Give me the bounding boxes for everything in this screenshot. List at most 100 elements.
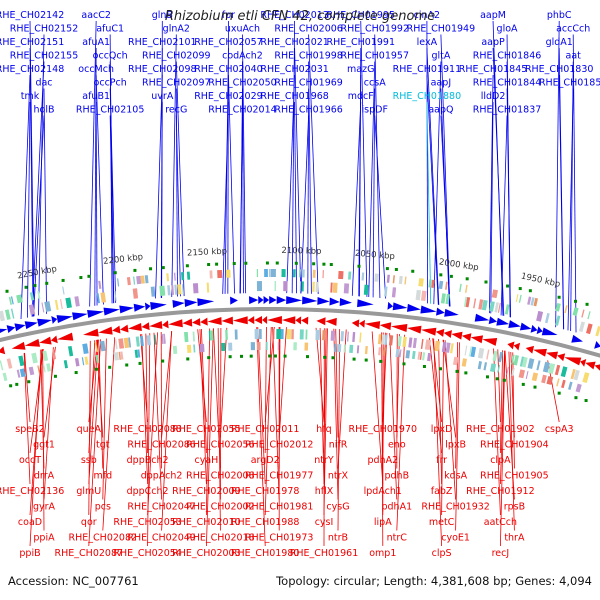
gene-label: cinA2 — [414, 10, 440, 21]
gene-leader-line — [257, 327, 266, 485]
gene-label: RHE_CH01995 — [327, 10, 396, 21]
gene-leader-line — [29, 349, 42, 547]
gene-label: aatCch — [484, 517, 517, 528]
gene-label: cyoE1 — [441, 533, 470, 544]
gene-leader-line — [161, 331, 172, 531]
gene-label: RHE_CH02142 — [0, 10, 64, 21]
gene-label: lpdAch1 — [364, 486, 402, 497]
gene-label: RHE_CH02009 — [172, 486, 241, 497]
gene-label: ntrX — [328, 471, 349, 482]
scale-label: 2150 kbp — [187, 247, 228, 259]
gene-leader-line — [239, 115, 243, 294]
gene-label: RHE_CH01973 — [245, 533, 314, 544]
gene-label: holB — [34, 105, 55, 116]
gene-label: RHE_CH02088 — [113, 424, 182, 435]
gene-label: occMch — [78, 64, 114, 75]
gene-leader-line — [319, 328, 325, 485]
gene-label: kdsA — [444, 471, 467, 482]
forward-feature-track — [0, 281, 600, 337]
gene-label: clpA — [490, 455, 511, 466]
gene-label: aapQ — [428, 105, 453, 116]
gene-label: gltA — [431, 51, 450, 62]
gene-leader-line — [500, 350, 504, 454]
gene-label: aapM — [480, 10, 506, 21]
gene-label: pcs — [95, 502, 111, 513]
gene-label: gloA — [497, 24, 518, 35]
gene-label: aapJ — [431, 78, 451, 89]
gene-label: frr — [436, 455, 447, 466]
gene-label: RHE_CH01846 — [473, 51, 542, 62]
gene-label: pdhA2 — [367, 455, 398, 466]
gene-label: RHE_CH01912 — [466, 486, 535, 497]
gene-label: RHE_CH01902 — [466, 424, 535, 435]
gene-leader-line — [351, 101, 362, 296]
gene-leader-line — [558, 74, 564, 330]
gene-label: coaD — [18, 517, 42, 528]
gene-label: RHE_CH01978 — [231, 486, 300, 497]
gene-leader-line — [88, 339, 98, 423]
gene-label: afuA1 — [82, 37, 110, 48]
gene-label: RHE_CH02097 — [142, 78, 211, 89]
gene-label: RHE_CH01966 — [274, 105, 343, 116]
gene-label: codAch2 — [222, 51, 263, 62]
gene-label: afuB1 — [82, 91, 110, 102]
gene-label: RHE_CH01844 — [473, 78, 542, 89]
gene-label: RHE_CH02014 — [208, 105, 277, 116]
gene-leader-line — [29, 47, 34, 317]
gene-label: gldA1 — [546, 37, 573, 48]
gene-label: glnA2 — [163, 24, 190, 35]
gene-label: RHE_CH02101 — [128, 37, 197, 48]
gene-leader-line — [489, 74, 494, 314]
gene-label: RHE_CH02049 — [127, 533, 196, 544]
gene-leader-line — [42, 349, 45, 531]
gene-leader-line — [291, 20, 295, 294]
gene-label: aacC2 — [81, 10, 111, 21]
gene-label: RHE_CH02082 — [69, 533, 138, 544]
gene-leader-line — [102, 338, 107, 500]
gene-leader-line — [371, 331, 384, 485]
gene-leader-line — [508, 351, 515, 531]
gene-label: RHE_CH02155 — [10, 51, 79, 62]
gene-leader-line — [308, 34, 319, 294]
gene-label: argD2 — [251, 455, 280, 466]
gene-label: ntrB — [328, 533, 348, 544]
gene-label: accCch — [556, 24, 590, 35]
gene-leader-line — [43, 88, 47, 314]
gene-label: occQch — [93, 51, 128, 62]
gene-label: glnB — [152, 10, 173, 21]
gene-label: RHE_CH01998 — [274, 51, 343, 62]
outer-feature-track — [0, 269, 591, 320]
gene-leader-line — [372, 88, 376, 298]
gene-label: pdhA1 — [381, 502, 412, 513]
gene-leader-line — [286, 74, 295, 294]
gene-leader-line — [493, 348, 501, 516]
gene-leader-line — [33, 115, 45, 317]
gene-leader-line — [506, 88, 511, 318]
gene-label: occPch — [94, 78, 127, 89]
gene-leader-line — [155, 74, 163, 299]
gene-label: aat — [566, 51, 582, 62]
gene-label: nifR — [329, 440, 348, 451]
gene-leader-line — [455, 342, 459, 469]
gene-label: RHE_CH02053 — [113, 517, 182, 528]
gene-label: RHE_CH01905 — [480, 471, 549, 482]
gene-leader-line — [381, 332, 384, 547]
gene-leader-line — [109, 115, 114, 304]
gene-leader-line — [161, 331, 173, 438]
gene-leader-line — [490, 101, 494, 314]
gene-label: RHE_CH02087 — [55, 548, 124, 559]
gene-leader-line — [555, 20, 560, 328]
gene-label: fpr — [222, 10, 235, 21]
gene-leader-line — [426, 74, 439, 305]
gene-leader-line — [140, 334, 148, 423]
gene-leader-line — [500, 350, 506, 547]
gene-leader-line — [88, 339, 99, 485]
gene-label: RHE_CH02054 — [113, 548, 182, 559]
gene-leader-line — [43, 347, 54, 500]
gene-label: metC — [429, 517, 455, 528]
gene-label: RHE_CH01949 — [407, 24, 476, 35]
gene-label: RHE_CH02098 — [128, 64, 197, 75]
gene-label: RHE_CH01969 — [274, 78, 343, 89]
gene-leader-line — [500, 115, 508, 316]
gene-label: thrA — [504, 533, 525, 544]
